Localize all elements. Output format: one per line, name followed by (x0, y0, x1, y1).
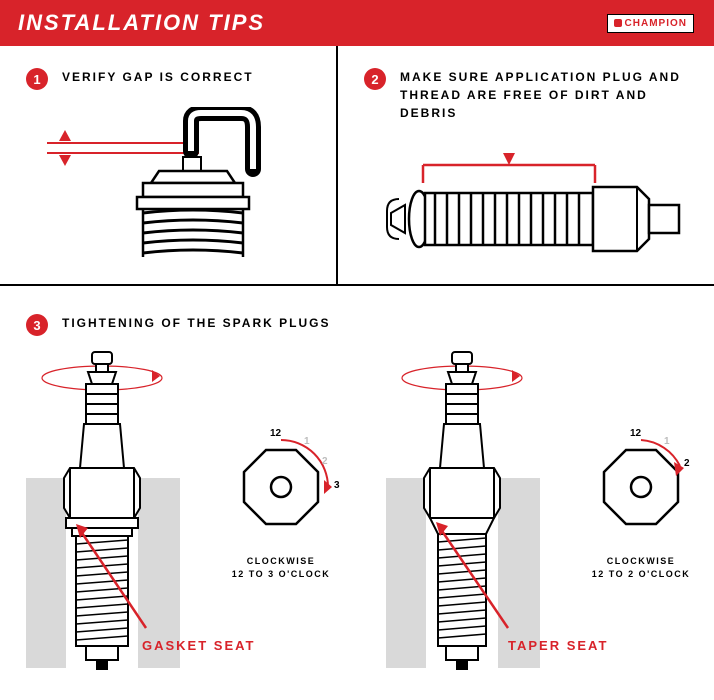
header-title: INSTALLATION TIPS (18, 10, 265, 36)
panel-clean-thread: 2 Make sure application plug and thread … (338, 46, 714, 284)
step-head-2: 2 Make sure application plug and thread … (364, 68, 694, 122)
step-text-1: Verify gap is correct (62, 68, 254, 86)
rot-label-l1: CLOCKWISE (247, 556, 316, 566)
rot-label-r2: 12 TO 2 O'CLOCK (592, 569, 691, 579)
rot-label-r1: CLOCKWISE (607, 556, 676, 566)
clock-1-r: 1 (664, 436, 670, 447)
gasket-seat-label: GASKET SEAT (142, 638, 256, 653)
step-text-2: Make sure application plug and thread ar… (400, 68, 694, 122)
taper-seat-label: TAPER SEAT (508, 638, 608, 653)
step-head-3: 3 Tightening of the spark plugs (26, 314, 694, 336)
panel-verify-gap: 1 Verify gap is correct (0, 46, 338, 284)
gasket-seat-cell: 12 1 2 3 CLOCKWISE 12 TO 3 O'CLOCK GASKE… (26, 348, 356, 688)
panel-tightening: 3 Tightening of the spark plugs (0, 286, 714, 698)
step-text-3: Tightening of the spark plugs (62, 314, 330, 332)
clock-2: 2 (322, 456, 328, 467)
rotation-octagon-left-icon (226, 438, 336, 548)
clock-3: 3 (334, 480, 340, 491)
taper-seat-cell: 12 1 2 CLOCKWISE 12 TO 2 O'CLOCK TAPER S… (386, 348, 714, 688)
clock-1: 1 (304, 436, 310, 447)
spark-plugs-row: 12 1 2 3 CLOCKWISE 12 TO 3 O'CLOCK GASKE… (26, 348, 694, 688)
brand-logo: CHAMPION (607, 14, 694, 33)
step-number-3: 3 (26, 314, 48, 336)
gap-diagram (26, 102, 316, 262)
header-bar: INSTALLATION TIPS CHAMPION (0, 0, 714, 46)
step-number-1: 1 (26, 68, 48, 90)
step-head-1: 1 Verify gap is correct (26, 68, 316, 90)
rot-label-l2: 12 TO 3 O'CLOCK (232, 569, 331, 579)
clock-12-r: 12 (630, 428, 641, 439)
step-number-2: 2 (364, 68, 386, 90)
thread-diagram (364, 134, 694, 294)
clock-2-r: 2 (684, 458, 690, 469)
rotation-octagon-right-icon (586, 438, 696, 548)
top-panels: 1 Verify gap is correct (0, 46, 714, 286)
clock-12: 12 (270, 428, 281, 439)
